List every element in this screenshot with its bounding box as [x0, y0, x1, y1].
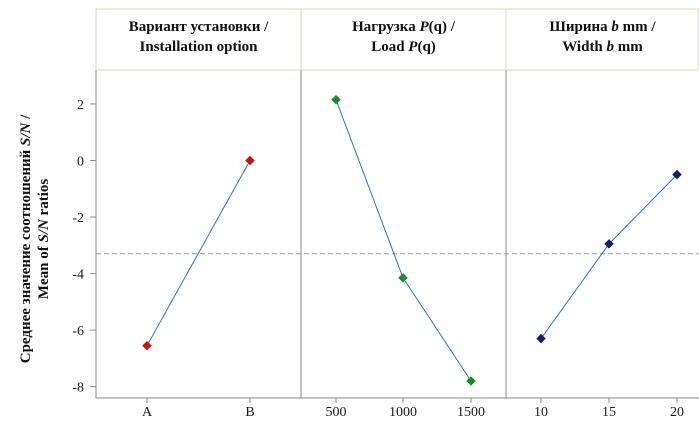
x-tick-label: 20 [670, 405, 684, 420]
x-tick-label: A [142, 405, 153, 420]
data-point [466, 376, 476, 386]
panel-header-box [505, 8, 699, 71]
data-point [536, 333, 546, 344]
panel-title-line: Вариант установки / [129, 19, 269, 35]
data-point [672, 169, 682, 180]
data-point [604, 239, 614, 249]
y-tick-label: -6 [72, 324, 84, 339]
y-tick-label: -4 [72, 268, 84, 283]
series-line [335, 99, 472, 382]
data-point [142, 340, 152, 351]
y-tick-label: 2 [77, 98, 84, 113]
x-tick-label: 1500 [457, 405, 485, 420]
data-point [398, 272, 408, 283]
panel-title-line: Width b mm [562, 39, 643, 55]
x-tick-label: 1000 [389, 405, 417, 420]
series-line [540, 174, 678, 339]
x-tick-label: B [245, 405, 254, 420]
panel-title-line: Installation option [140, 39, 259, 55]
x-tick-label: 15 [602, 405, 616, 420]
y-tick-label: -8 [72, 381, 84, 396]
panel-title-line: Load P(q) [371, 39, 436, 55]
y-axis-label: Среднее значение соотношений S/N /Mean o… [18, 114, 52, 363]
y-axis-label-line: Среднее значение соотношений S/N / [18, 114, 34, 363]
y-tick-label: 0 [77, 154, 84, 169]
x-tick-label: 10 [534, 405, 548, 420]
data-point [245, 155, 255, 166]
y-tick-label: -2 [72, 211, 84, 226]
panel-title-line: Ширина b mm / [549, 19, 656, 35]
panel-header-box [300, 8, 507, 71]
x-tick-label: 500 [326, 405, 347, 420]
panel-title-line: Нагрузка P(q) / [352, 19, 456, 35]
series-line [146, 160, 251, 346]
data-point [331, 94, 341, 105]
y-axis-label-line: Mean of S/N ratios [36, 179, 52, 300]
